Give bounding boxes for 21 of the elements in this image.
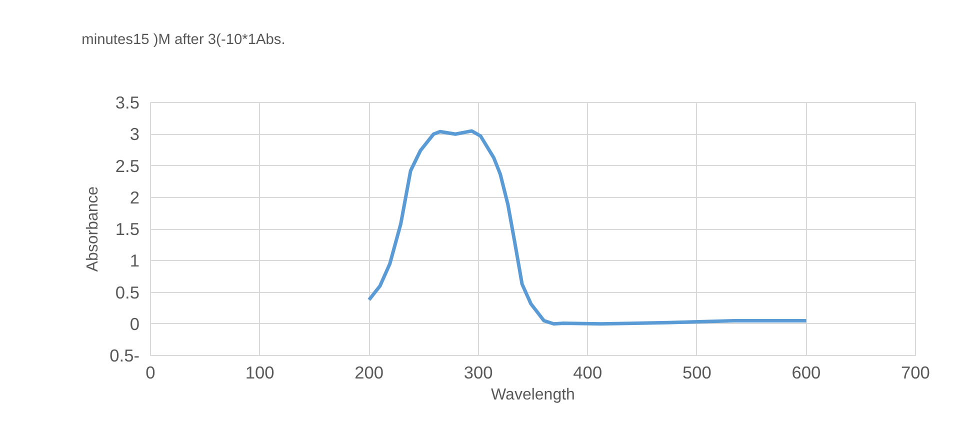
line-series xyxy=(367,129,808,326)
x-tick-label: 300 xyxy=(464,362,493,382)
y-tick-label: 2 xyxy=(130,187,140,208)
y-tick-label: 0.5 xyxy=(115,282,140,302)
y-tick-label: 0.5- xyxy=(110,346,140,366)
x-tick-label: 600 xyxy=(792,362,821,382)
x-axis-title: Wavelength xyxy=(491,386,575,404)
x-tick-label: 0 xyxy=(146,362,156,382)
y-tick-label: 1.5 xyxy=(115,219,140,239)
y-tick-label: 1 xyxy=(130,250,140,271)
y-tick-label: 2.5 xyxy=(115,156,140,176)
text: minutes15 )M after 3(-10*1Abs. xyxy=(82,32,286,48)
y-tick-label: 3.5 xyxy=(115,92,140,112)
x-tick-label: 500 xyxy=(682,362,712,382)
x-tick-label: 200 xyxy=(354,362,384,382)
y-tick-label: 3 xyxy=(130,124,140,144)
x-tick-label: 700 xyxy=(901,362,930,382)
y-axis-title: Absorbance xyxy=(84,186,102,272)
y-tick-label: 0 xyxy=(130,314,140,334)
x-tick-label: 100 xyxy=(245,362,274,382)
x-tick-label: 400 xyxy=(573,362,602,382)
